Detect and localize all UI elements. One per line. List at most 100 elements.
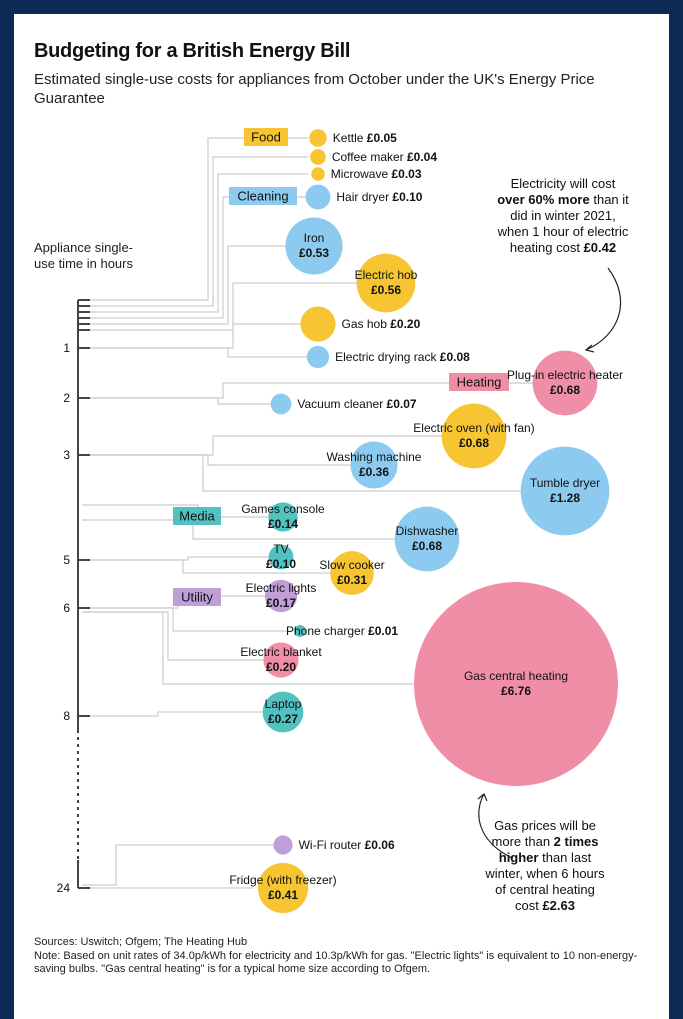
bubble-name-electric-hob: Electric hob (355, 268, 418, 282)
y-tick-label-6: 6 (63, 601, 70, 615)
annotation-electricity-line: did in winter 2021, (510, 208, 616, 223)
chart-subtitle: Estimated single-use costs for appliance… (34, 71, 595, 107)
appliance-name: Hair dryer (336, 190, 392, 204)
bubble-label-hair-dryer: Hair dryer £0.10 (336, 190, 422, 204)
bubble-fridge-with-freezer (257, 862, 309, 914)
chart-footer: Sources: Uswitch; Ofgem; The Heating Hub… (34, 936, 664, 977)
connector-microwave (82, 173, 308, 313)
bubble-electric-oven-with-fan (441, 403, 507, 469)
appliance-name: Vacuum cleaner (297, 397, 386, 411)
appliance-cost: £0.01 (368, 624, 398, 638)
bubble-kettle (309, 129, 327, 147)
bubble-label-gas-hob: Gas hob £0.20 (342, 317, 421, 331)
bubble-name-electric-oven-with-fan: Electric oven (with fan) (413, 421, 534, 435)
connector-laptop (82, 711, 273, 717)
bubble-games-console (268, 502, 298, 532)
bubble-cost-washing-machine: £0.36 (359, 465, 389, 479)
appliance-name: Wi-Fi router (299, 838, 365, 852)
bubble-name-electric-lights: Electric lights (246, 581, 317, 595)
annotation-gas-line: of central heating (495, 882, 595, 897)
bubble-laptop (262, 691, 304, 733)
bubble-name-electric-blanket: Electric blanket (240, 645, 322, 659)
bubble-cost-laptop: £0.27 (268, 712, 298, 726)
bubble-name-dishwasher: Dishwasher (396, 524, 459, 538)
appliance-cost: £0.10 (392, 190, 422, 204)
connector-tumble-dryer (82, 454, 555, 492)
bubble-vacuum-cleaner (270, 393, 292, 415)
bubble-cost-plug-in-electric-heater: £0.68 (550, 383, 580, 397)
bubble-name-iron: Iron (304, 231, 325, 245)
connector-slow-cooker (82, 559, 342, 574)
connector-phone-charger (82, 607, 290, 632)
bubble-label-microwave: Microwave £0.03 (331, 167, 422, 181)
bubble-label-electric-drying-rack: Electric drying rack £0.08 (335, 350, 470, 364)
y-tick-label-1: 1 (63, 341, 70, 355)
appliance-cost: £0.04 (407, 150, 437, 164)
appliance-cost: £0.07 (387, 397, 417, 411)
bubble-tumble-dryer (520, 446, 610, 536)
y-tick-label-24: 24 (57, 881, 71, 895)
bubble-electric-hob (356, 253, 416, 313)
y-tick-label-5: 5 (63, 553, 70, 567)
category-tag-label-media: Media (179, 509, 215, 524)
bubble-cost-dishwasher: £0.68 (412, 539, 442, 553)
category-tag-cleaning (229, 187, 297, 205)
appliance-name: Gas hob (342, 317, 391, 331)
annotation-text: over 60% more (497, 192, 590, 207)
category-tag-media (173, 507, 221, 525)
bubble-label-coffee-maker: Coffee maker £0.04 (332, 150, 438, 164)
connector-electric-hob (82, 282, 376, 331)
connector-coffee-maker (82, 156, 308, 307)
category-tag-utility (173, 588, 221, 606)
bubble-name-slow-cooker: Slow cooker (319, 558, 384, 572)
connector-wi-fi-router (82, 844, 273, 886)
arrow-electricity (585, 267, 622, 351)
bubble-cost-electric-blanket: £0.20 (266, 660, 296, 674)
y-axis-label: Appliance single-use time in hours (34, 240, 134, 271)
connector-iron (82, 245, 304, 325)
bubble-cost-electric-oven-with-fan: £0.68 (459, 436, 489, 450)
bubble-cost-fridge-with-freezer: £0.41 (268, 888, 298, 902)
appliance-cost: £0.08 (440, 350, 470, 364)
category-tag-label-utility: Utility (181, 590, 213, 605)
annotation-text: £0.42 (584, 240, 617, 255)
note-text: Note: Based on unit rates of 34.0p/kWh f… (34, 949, 638, 976)
category-tag-label-food: Food (251, 130, 281, 145)
annotation-text: higher (499, 850, 539, 865)
category-tag-label-heating: Heating (457, 375, 502, 390)
annotation-text: more than (492, 834, 554, 849)
bubble-name-fridge-with-freezer: Fridge (with freezer) (229, 873, 336, 887)
category-tag-label-cleaning: Cleaning (237, 189, 288, 204)
bubble-cost-games-console: £0.14 (268, 517, 298, 531)
annotation-text: did in winter 2021, (510, 208, 616, 223)
bubble-tv (268, 544, 294, 570)
bubble-washing-machine (350, 441, 398, 489)
annotation-electricity-line: Electricity will cost (511, 176, 616, 191)
bubble-gas-central-heating (414, 582, 618, 786)
bubble-label-vacuum-cleaner: Vacuum cleaner £0.07 (297, 397, 417, 411)
bubble-cost-electric-lights: £0.17 (266, 596, 296, 610)
bubble-slow-cooker (330, 551, 374, 595)
appliance-name: Coffee maker (332, 150, 407, 164)
arrow-gas (478, 793, 513, 859)
appliance-name: Microwave (331, 167, 392, 181)
bubble-cost-tumble-dryer: £1.28 (550, 491, 580, 505)
bubble-name-tv: TV (273, 542, 288, 556)
bubble-dishwasher (394, 506, 460, 572)
connector-dishwasher (82, 519, 417, 540)
bubble-name-tumble-dryer: Tumble dryer (530, 476, 600, 490)
annotation-text: heating cost (510, 240, 584, 255)
bubble-gas-hob (300, 306, 336, 342)
bubble-name-plug-in-electric-heater: Plug-in electric heater (507, 368, 623, 382)
connector-vacuum-cleaner (82, 397, 271, 405)
appliance-cost: £0.05 (367, 131, 397, 145)
category-tag-heating (449, 373, 509, 391)
appliance-cost: £0.03 (391, 167, 421, 181)
annotation-text: 2 times (554, 834, 599, 849)
annotation-text: of central heating (495, 882, 595, 897)
bubble-microwave (311, 167, 325, 181)
annotation-electricity-line: when 1 hour of electric (497, 224, 629, 239)
annotation-text: than last (538, 850, 591, 865)
annotation-gas-line: cost £2.63 (515, 898, 575, 913)
arrowhead-electricity (584, 344, 595, 353)
